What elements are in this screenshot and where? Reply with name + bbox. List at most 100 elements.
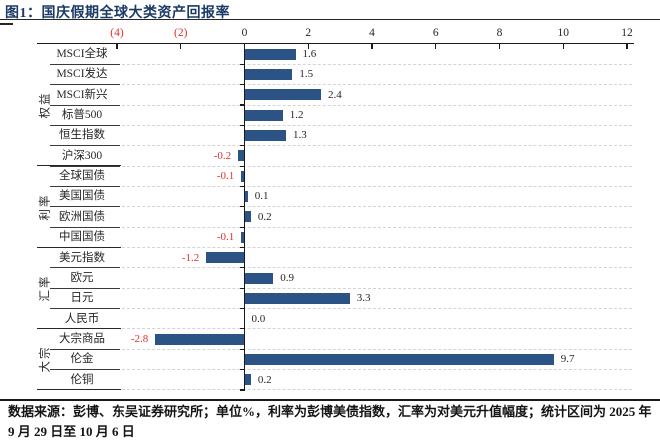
zero-axis-tick [240, 369, 245, 371]
category-underline [50, 63, 120, 65]
bar [241, 170, 245, 182]
gridline [122, 145, 632, 147]
category-label: 恒生指数 [59, 129, 105, 142]
category-label: MSCI新兴 [56, 88, 108, 101]
bar-value-label: 1.5 [299, 68, 314, 81]
gridline [122, 104, 632, 106]
category-label: 伦铜 [70, 373, 94, 386]
zero-axis-tick [240, 348, 245, 350]
zero-axis-tick [240, 206, 245, 208]
title-divider-left-tick [0, 22, 13, 25]
axis-tick-label: 12 [621, 27, 633, 39]
category-label: 日元 [70, 292, 94, 305]
axis-tick-label: 8 [496, 27, 503, 39]
bar [244, 272, 274, 284]
zero-axis-tick [240, 145, 245, 147]
bar-value-label: -1.2 [181, 251, 200, 264]
zero-axis-tick [240, 104, 245, 106]
bar [244, 89, 321, 101]
category-underline [50, 84, 120, 86]
category-label: 美元指数 [59, 251, 105, 264]
category-underline [50, 308, 120, 310]
zero-axis-tick [240, 165, 245, 167]
zero-axis-tick [240, 287, 245, 289]
bar [244, 211, 251, 223]
gridline [122, 63, 632, 65]
bar-value-label: 3.3 [356, 292, 371, 305]
bar [244, 130, 286, 142]
gridline [122, 84, 632, 86]
top-axis-tick [180, 44, 182, 49]
bar [244, 109, 283, 121]
zero-axis-tick [240, 389, 245, 391]
source-note: 数据来源：彭博、东吴证券研究所；单位%，利率为彭博美债指数，汇率为对美元升值幅度… [8, 402, 656, 442]
top-axis-tick [307, 44, 309, 49]
gridline [122, 328, 632, 330]
category-label: 全球国债 [59, 170, 105, 183]
axis-tick-label: 10 [557, 27, 570, 39]
axis-tick-label: 4 [369, 27, 375, 39]
title-divider [0, 19, 660, 20]
top-axis-tick [498, 44, 501, 49]
gridline [122, 124, 632, 126]
bar [244, 374, 251, 386]
category-label: 大宗商品 [59, 332, 105, 345]
gridline [122, 206, 632, 208]
category-label: 标普500 [61, 109, 103, 122]
top-axis-tick [626, 44, 628, 49]
zero-axis-line [243, 44, 246, 390]
category-underline [50, 287, 120, 289]
gridline [122, 287, 632, 289]
category-underline [50, 206, 120, 208]
axis-tick-label: (2) [174, 27, 188, 39]
bar-value-label: 0.9 [280, 271, 294, 284]
category-label: 人民币 [64, 312, 100, 325]
bar [244, 69, 293, 81]
category-underline [50, 348, 120, 350]
bar-value-label: -0.2 [213, 149, 232, 162]
category-underline [50, 185, 120, 187]
bar [244, 292, 350, 304]
bar-value-label: 0.1 [254, 190, 269, 203]
bar-value-label: 0.2 [257, 210, 272, 223]
top-axis-tick [562, 44, 564, 49]
figure-title: 图1：国庆假期全球大类资产回报率 [5, 6, 230, 21]
top-axis-tick [435, 44, 437, 49]
category-underline [50, 226, 120, 228]
gridline [122, 185, 632, 187]
category-label: MSCI全球 [56, 48, 108, 60]
category-underline [50, 104, 120, 106]
axis-tick-label: 6 [432, 27, 439, 39]
bar-value-label: -2.8 [130, 332, 149, 345]
zero-axis-tick [240, 226, 245, 228]
top-axis-tick [116, 44, 118, 49]
bar [155, 333, 245, 345]
zero-axis-tick [240, 328, 245, 330]
holiday-asset-returns-bar-chart: (4) (2) 0 2 4 6 8 10 12 权益 MSCI全球 1.6 MSCI发达 1.5 MSCI新… [37, 27, 634, 391]
category-underline [50, 124, 120, 126]
top-axis-tick [371, 44, 373, 49]
bar-value-label: 0.0 [251, 312, 266, 325]
gridline [122, 308, 632, 310]
bar [238, 150, 245, 162]
zero-axis-tick [240, 84, 245, 86]
category-label: 欧元 [70, 271, 94, 284]
zero-axis-tick [240, 267, 245, 269]
zero-axis-tick [240, 246, 245, 249]
category-underline [50, 369, 120, 371]
group-separator [37, 165, 121, 167]
group-separator [37, 246, 121, 248]
gridline [122, 369, 632, 371]
source-note-line-2: 9 月 29 日至 10 月 6 日 [8, 424, 135, 439]
bar-value-label: 1.2 [289, 109, 304, 122]
gridline [122, 348, 632, 350]
bar [241, 231, 245, 243]
bar [244, 191, 248, 203]
zero-axis-tick [240, 185, 245, 188]
bar-value-label: 0.2 [257, 373, 272, 386]
bar-value-label: -0.1 [216, 231, 235, 244]
zero-axis-tick [240, 307, 245, 310]
axis-tick-label: 2 [305, 27, 312, 39]
gridline [122, 389, 632, 391]
gridline [122, 165, 632, 167]
